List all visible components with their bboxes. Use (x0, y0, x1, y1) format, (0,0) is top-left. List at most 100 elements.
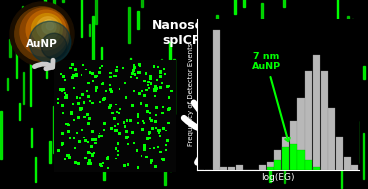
Bar (236, 165, 243, 170)
Point (130, 131, 135, 134)
Point (165, 139, 171, 142)
Bar (164, 139, 166, 185)
Point (166, 96, 172, 99)
Circle shape (26, 10, 66, 50)
Point (90, 130, 96, 133)
Point (146, 87, 152, 90)
Point (83, 68, 89, 71)
Point (81, 116, 87, 119)
Point (60, 132, 66, 135)
Bar (322, 40, 323, 71)
Point (68, 66, 74, 69)
Point (132, 66, 138, 69)
Point (74, 74, 79, 77)
Text: Nanosecond
spICP-MS: Nanosecond spICP-MS (152, 19, 238, 47)
Point (152, 85, 158, 88)
Bar (259, 165, 266, 170)
Circle shape (37, 17, 59, 39)
Point (99, 82, 105, 85)
Point (81, 115, 87, 118)
Bar (316, 23, 317, 45)
Point (70, 63, 75, 66)
Point (74, 132, 80, 135)
Point (158, 135, 163, 138)
X-axis label: log(EG): log(EG) (261, 173, 295, 182)
Point (147, 131, 153, 134)
Point (140, 119, 146, 122)
Point (141, 121, 147, 124)
Point (62, 92, 68, 95)
Bar (170, 140, 171, 171)
Bar (278, 93, 280, 148)
Bar (92, 16, 95, 70)
Bar (101, 47, 102, 100)
Point (148, 159, 154, 162)
Point (153, 114, 159, 117)
Point (135, 115, 141, 118)
Point (70, 74, 76, 77)
Bar (341, 135, 342, 188)
Point (75, 116, 81, 119)
Bar (141, 0, 142, 7)
Point (125, 135, 131, 138)
Point (93, 90, 99, 93)
Point (135, 71, 141, 74)
Bar (95, 87, 97, 108)
Point (59, 104, 65, 107)
Bar (259, 97, 261, 121)
Bar (242, 62, 244, 116)
Bar (356, 121, 358, 163)
Point (167, 107, 173, 110)
Point (130, 104, 136, 107)
Circle shape (10, 2, 74, 66)
Point (59, 143, 65, 146)
Point (154, 78, 160, 81)
Point (64, 93, 70, 96)
Point (81, 101, 87, 104)
Point (152, 119, 158, 122)
Point (56, 149, 61, 152)
Bar (261, 3, 263, 44)
Point (127, 119, 133, 122)
Point (89, 72, 95, 75)
Point (79, 128, 85, 131)
Point (131, 63, 137, 66)
Point (163, 129, 169, 132)
Point (141, 145, 147, 148)
Point (151, 65, 157, 68)
Point (113, 147, 119, 150)
Bar (274, 160, 282, 170)
Point (60, 112, 66, 115)
Bar (53, 106, 54, 153)
Point (112, 124, 117, 127)
Circle shape (32, 14, 62, 44)
Bar (274, 150, 282, 170)
Point (116, 123, 121, 126)
Point (158, 75, 163, 78)
Point (145, 84, 151, 87)
Point (108, 72, 114, 75)
Point (159, 81, 165, 84)
Point (89, 138, 95, 141)
Bar (216, 15, 218, 65)
Point (168, 90, 174, 93)
Bar (137, 11, 139, 29)
Point (92, 138, 98, 141)
Point (117, 107, 123, 110)
Point (163, 148, 169, 151)
Point (142, 79, 148, 82)
Point (99, 135, 105, 138)
Point (135, 121, 141, 124)
Point (77, 140, 82, 143)
Bar (300, 32, 302, 78)
Point (146, 137, 152, 140)
Bar (55, 61, 175, 171)
Point (56, 98, 61, 101)
Bar (305, 106, 308, 120)
Point (97, 101, 103, 104)
Point (125, 163, 131, 166)
Point (117, 88, 123, 91)
Point (113, 74, 119, 77)
Bar (124, 89, 127, 132)
Point (139, 128, 145, 131)
